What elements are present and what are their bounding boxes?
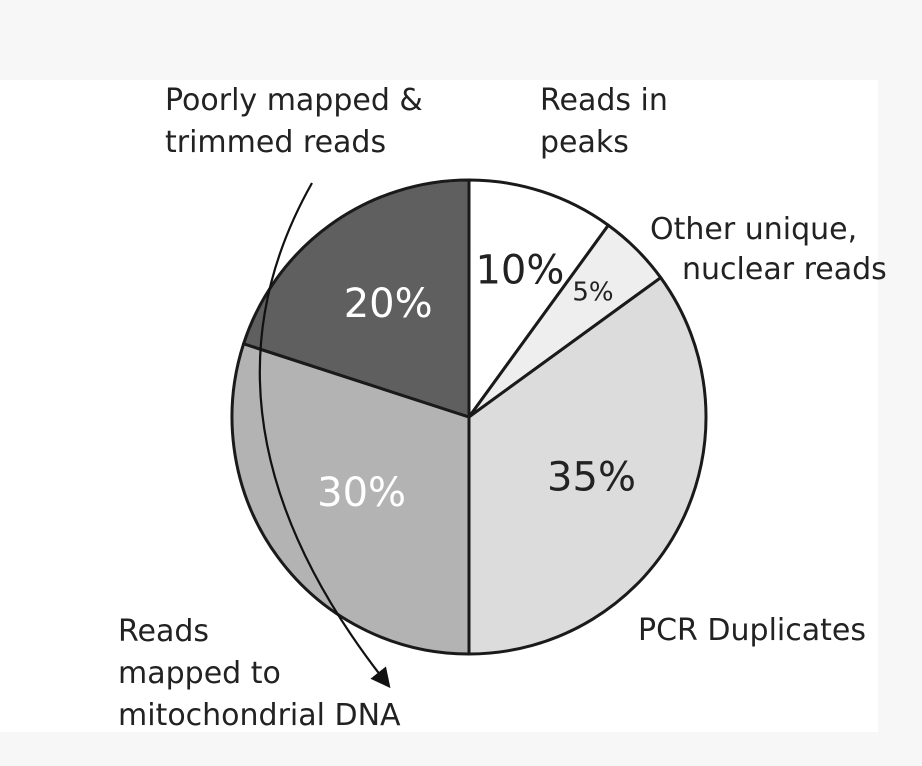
callout-mitochondrial: Reads mapped to mitochondrial DNA: [118, 614, 401, 733]
pie-slice-poorly-mapped: [242, 178, 471, 419]
pie-value-label-mitochondrial: 30%: [317, 470, 406, 516]
pie-value-label-pcr-duplicates: 35%: [547, 454, 636, 500]
pie-value-labels: 10% 5% 35% 30% 20%: [317, 248, 636, 516]
pie-value-label-reads-in-peaks: 10%: [475, 248, 564, 294]
callout-pcr-duplicates: PCR Duplicates: [638, 613, 866, 648]
callout-reads-in-peaks-line-1: Reads in: [540, 83, 668, 118]
callout-other-unique-line-2: nuclear reads: [682, 252, 887, 287]
pie-value-label-poorly-mapped: 20%: [344, 281, 433, 327]
callout-mitochondrial-line-3: mitochondrial DNA: [118, 698, 401, 733]
callout-reads-in-peaks: Reads in peaks: [540, 83, 677, 160]
callout-pcr-duplicates-line-1: PCR Duplicates: [638, 613, 866, 648]
pie-slice-pcr-duplicates: [467, 276, 708, 656]
pie-slice-mitochondrial: [230, 342, 471, 656]
curved-arrow: [258, 182, 391, 689]
callout-poorly-mapped-line-2: trimmed reads: [165, 125, 386, 160]
pie-slice-reads-in-peaks: [467, 178, 610, 419]
callout-mitochondrial-line-2: mapped to: [118, 656, 281, 691]
callout-poorly-mapped: Poorly mapped & trimmed reads: [165, 83, 432, 160]
callout-other-unique-line-1: Other unique,: [650, 212, 857, 247]
callout-mitochondrial-line-1: Reads: [118, 614, 209, 649]
callout-other-unique: Other unique, nuclear reads: [650, 212, 887, 287]
callout-reads-in-peaks-line-2: peaks: [540, 125, 629, 160]
pie-value-label-other-unique: 5%: [572, 278, 613, 308]
pie-slices: [230, 178, 708, 656]
callout-poorly-mapped-line-1: Poorly mapped &: [165, 83, 423, 118]
